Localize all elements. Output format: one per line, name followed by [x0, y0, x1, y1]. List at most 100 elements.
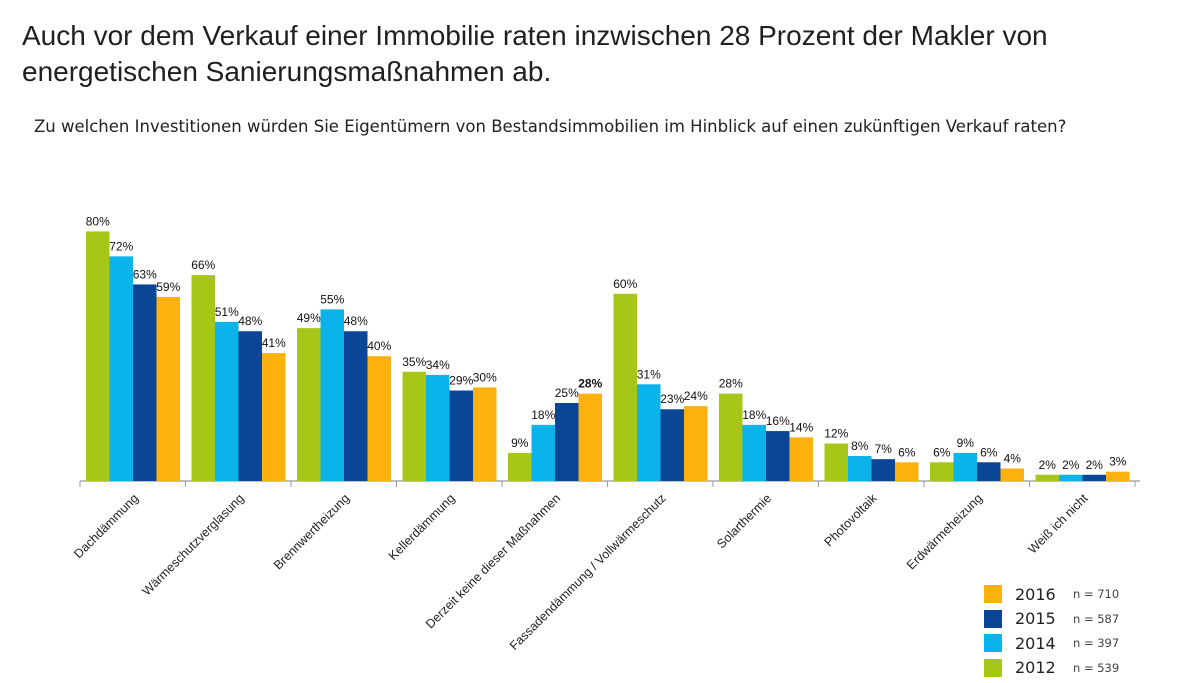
data-label: 8% [851, 439, 869, 453]
data-label: 28% [578, 377, 602, 391]
category-label: Wärmeschutzverglasung [139, 491, 246, 598]
data-label: 6% [980, 445, 998, 459]
legend-item-2015: 2015 n = 587 [984, 607, 1184, 632]
data-label: 80% [86, 214, 110, 228]
bar-2014 [742, 424, 766, 481]
bar-2016 [895, 462, 919, 481]
bar-2012 [1035, 474, 1059, 481]
data-label: 4% [1004, 452, 1022, 466]
bar-2014 [320, 309, 344, 481]
legend-sample-size: n = 397 [1073, 636, 1120, 651]
data-label: 9% [511, 436, 529, 450]
bar-2015 [133, 284, 157, 481]
data-label: 40% [367, 339, 391, 353]
data-label: 25% [555, 386, 579, 400]
bar-2016 [473, 387, 497, 481]
data-label: 2% [1062, 458, 1080, 472]
data-label: 16% [766, 414, 790, 428]
bar-2012 [297, 328, 321, 481]
legend-sample-size: n = 539 [1073, 660, 1120, 675]
bar-2016 [578, 393, 602, 481]
data-label: 6% [898, 445, 916, 459]
bar-2014 [109, 256, 133, 481]
chart-question: Zu welchen Investitionen würden Sie Eige… [34, 117, 1067, 136]
data-label: 31% [637, 367, 661, 381]
data-label: 28% [719, 377, 743, 391]
bar-2015 [344, 331, 368, 481]
legend-swatch-2014 [984, 634, 1002, 653]
category-label: Kellerdämmung [386, 491, 458, 563]
bar-2012 [613, 293, 637, 481]
data-label: 18% [742, 408, 766, 422]
bar-2012 [191, 275, 215, 481]
bar-2014 [1059, 474, 1083, 481]
category-label: Erdwärmeheizung [904, 491, 985, 572]
bar-2015 [555, 403, 579, 481]
category-label: Solarthermie [714, 491, 774, 551]
bar-2014 [215, 321, 239, 481]
data-label: 2% [1039, 458, 1057, 472]
legend-item-2014: 2014 n = 397 [984, 631, 1184, 656]
data-label: 6% [933, 445, 951, 459]
category-label: Dachdämmung [71, 491, 141, 561]
bar-2012 [402, 371, 426, 481]
data-label: 34% [426, 358, 450, 372]
data-label: 9% [957, 436, 975, 450]
data-label: 60% [613, 277, 637, 291]
bar-2016 [789, 437, 813, 481]
legend-sample-size: n = 710 [1073, 587, 1120, 602]
bar-2014 [848, 456, 872, 481]
bar-2015 [238, 331, 262, 481]
bar-2016 [262, 353, 286, 481]
legend-swatch-2012 [984, 658, 1002, 677]
bar-2015 [660, 409, 684, 481]
data-label: 14% [789, 420, 813, 434]
data-label: 59% [156, 280, 180, 294]
bar-2012 [930, 462, 954, 481]
bar-2014 [637, 384, 661, 481]
data-label: 48% [238, 314, 262, 328]
bar-2012 [508, 452, 532, 481]
data-label: 72% [109, 239, 133, 253]
bar-2012 [824, 443, 848, 481]
category-label: Weiß ich nicht [1025, 491, 1091, 557]
chart-legend: 2016 n = 710 2015 n = 587 2014 n = 397 2… [984, 582, 1184, 680]
data-label: 2% [1086, 458, 1104, 472]
data-label: 3% [1109, 455, 1127, 469]
legend-item-2016: 2016 n = 710 [984, 582, 1184, 607]
legend-year: 2016 [1015, 584, 1056, 604]
bar-2014 [531, 424, 555, 481]
bar-2016 [156, 296, 180, 481]
bar-2015 [1082, 474, 1106, 481]
data-label: 41% [262, 336, 286, 350]
bar-2016 [1106, 471, 1130, 481]
bar-2016 [684, 406, 708, 481]
data-label: 18% [531, 408, 555, 422]
legend-sample-size: n = 587 [1073, 611, 1120, 626]
bar-2015 [766, 431, 790, 481]
bar-2016 [1000, 468, 1024, 481]
data-label: 29% [449, 374, 473, 388]
data-label: 51% [215, 305, 239, 319]
data-label: 63% [133, 267, 157, 281]
bar-2012 [86, 231, 110, 481]
data-label: 23% [660, 392, 684, 406]
legend-swatch-2016 [984, 585, 1002, 604]
data-label: 55% [320, 292, 344, 306]
category-label: Brennwertheizung [271, 491, 352, 572]
bar-2012 [719, 393, 743, 481]
data-label: 66% [191, 258, 215, 272]
legend-year: 2014 [1015, 633, 1056, 653]
data-label: 12% [824, 427, 848, 441]
data-label: 49% [297, 311, 321, 325]
legend-year: 2012 [1015, 658, 1056, 678]
bar-2014 [953, 452, 977, 481]
category-label: Photovoltaik [822, 491, 881, 550]
data-label: 35% [402, 355, 426, 369]
legend-item-2012: 2012 n = 539 [984, 656, 1184, 681]
page-title: Auch vor dem Verkauf einer Immobilie rat… [22, 20, 1048, 87]
bar-2015 [871, 459, 895, 481]
bar-2015 [449, 390, 473, 481]
legend-swatch-2015 [984, 609, 1002, 628]
bar-2014 [426, 374, 450, 481]
